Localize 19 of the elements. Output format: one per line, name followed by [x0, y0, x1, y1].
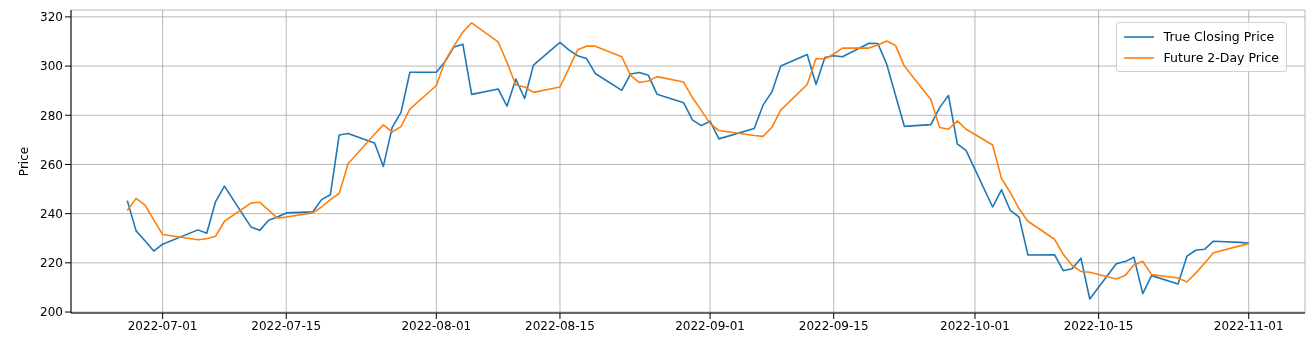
- x-tick-label: 2022-11-01: [1213, 318, 1284, 333]
- y-tick-label: 260: [40, 157, 63, 172]
- x-tick-label: 2022-10-15: [1063, 318, 1134, 333]
- y-tick-label: 300: [40, 59, 63, 74]
- x-tick-label: 2022-07-15: [251, 318, 322, 333]
- x-tick-label: 2022-07-01: [127, 318, 198, 333]
- x-tick-label: 2022-10-01: [940, 318, 1010, 333]
- x-tick-label: 2022-09-01: [675, 318, 745, 333]
- y-tick-label: 280: [40, 108, 63, 123]
- legend-label: True Closing Price: [1163, 29, 1275, 44]
- y-tick-label: 200: [40, 305, 63, 320]
- legend-label: Future 2-Day Price: [1163, 50, 1279, 65]
- y-axis-title: Price: [17, 146, 32, 177]
- y-tick-label: 220: [40, 256, 63, 271]
- x-tick-label: 2022-09-15: [798, 318, 869, 333]
- x-tick-label: 2022-08-01: [401, 318, 472, 333]
- x-tick-label: 2022-08-15: [525, 318, 595, 333]
- y-tick-label: 240: [40, 206, 63, 221]
- y-tick-label: 320: [40, 10, 63, 25]
